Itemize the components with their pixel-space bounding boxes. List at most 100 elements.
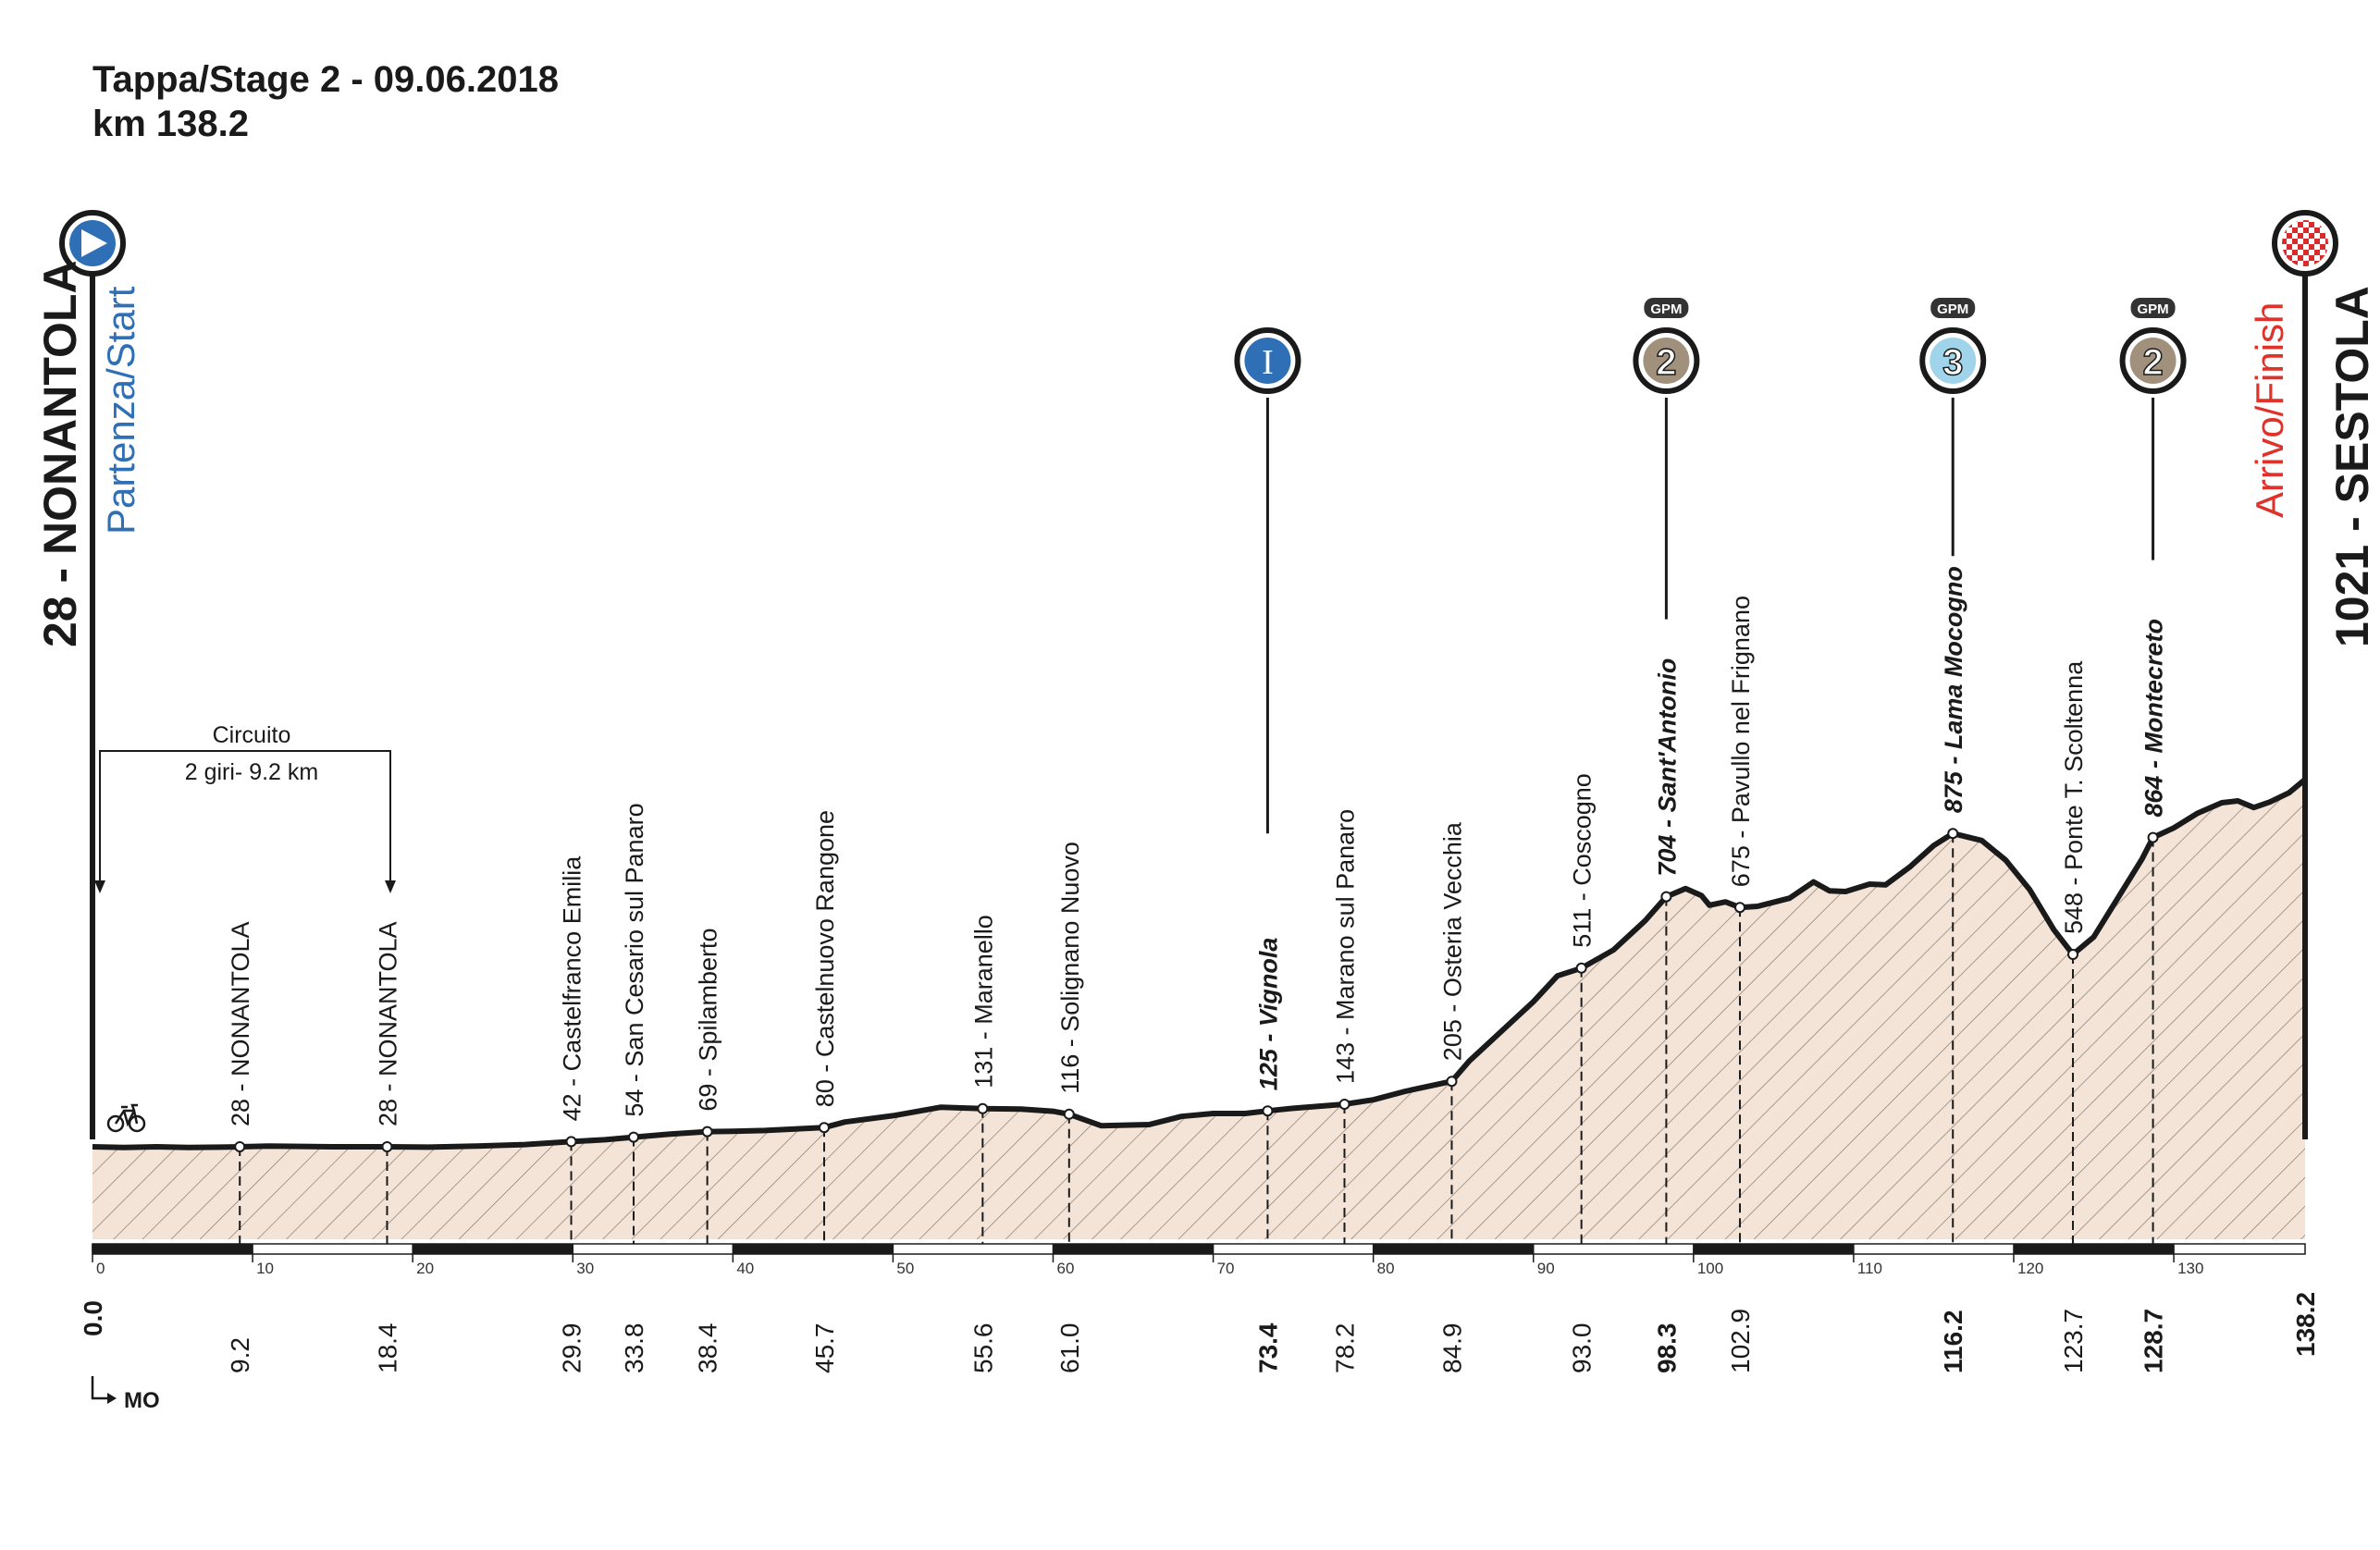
- gpm-climb-badge: GPM 3: [1919, 298, 1987, 394]
- waypoint-label: 116 - Solignano Nuovo: [1056, 842, 1084, 1094]
- km-bar-segment: [2013, 1244, 2175, 1254]
- gpm-tag-text: GPM: [1937, 301, 1968, 317]
- gpm-tag-icon: [1930, 298, 1976, 318]
- stage-distance: km 138.2: [92, 104, 250, 144]
- waypoint-label: 28 - NONANTOLA: [374, 921, 401, 1126]
- waypoint-km-label: 98.3: [1652, 1323, 1681, 1374]
- waypoint-label: 80 - Castelnuovo Rangone: [811, 810, 839, 1107]
- start-km-label: 0.0: [79, 1300, 107, 1336]
- waypoint-km-label: 55.6: [968, 1323, 997, 1374]
- province-code: MO: [124, 1388, 160, 1413]
- start-town-name: 28 - NONANTOLA: [34, 260, 86, 647]
- waypoint-label: 548 - Ponte T. Scoltenna: [2060, 660, 2088, 934]
- waypoint-dot: [1660, 891, 1672, 903]
- stage-heading: Tappa/Stage 2 - 09.06.2018: [92, 59, 559, 100]
- km-tick-label: 0: [96, 1260, 105, 1277]
- profile-area-hatch: [92, 779, 2305, 1239]
- intermediate-sprint-badge: I: [1234, 327, 1301, 394]
- gpm-category-number: 2: [1656, 342, 1676, 383]
- waypoint-label: 42 - Castelfranco Emilia: [559, 855, 586, 1122]
- km-bar-segment: [1693, 1244, 1854, 1254]
- waypoint-km-label: 29.9: [558, 1323, 586, 1374]
- waypoint-label: 28 - NONANTOLA: [227, 921, 254, 1126]
- waypoint-km-label: 18.4: [373, 1323, 401, 1374]
- finish-checkered-flag-icon: [2282, 220, 2328, 266]
- waypoint-dot: [1575, 962, 1587, 974]
- km-tick-label: 80: [1377, 1260, 1395, 1277]
- waypoint-label: 54 - San Cesario sul Panaro: [621, 803, 648, 1116]
- waypoint-label: 511 - Coscogno: [1569, 773, 1597, 948]
- gpm-tag-icon: [1644, 298, 1689, 318]
- waypoint-dot: [628, 1131, 640, 1143]
- sprint-symbol: I: [1262, 343, 1274, 382]
- waypoint-km-label: 33.8: [620, 1323, 648, 1374]
- gpm-climb-badge: GPM 2: [1633, 298, 1700, 394]
- waypoint-km-label: 45.7: [810, 1323, 839, 1374]
- waypoint-label: 864 - Montecreto: [2140, 619, 2168, 818]
- waypoint-km-label: 123.7: [2059, 1309, 2088, 1373]
- waypoint-km-label: 84.9: [1437, 1323, 1466, 1374]
- waypoint-dot: [1734, 902, 1746, 914]
- gpm-category-number: 2: [2142, 342, 2163, 383]
- gpm-tag-text: GPM: [1650, 301, 1682, 317]
- km-tick-label: 120: [2017, 1260, 2043, 1277]
- waypoint-dot: [701, 1126, 713, 1138]
- waypoint-km-label: 73.4: [1253, 1322, 1282, 1373]
- gpm-tag-icon: [2130, 298, 2176, 318]
- waypoint-label: 675 - Pavullo nel Frignano: [1727, 596, 1755, 887]
- km-tick-label: 90: [1537, 1260, 1555, 1277]
- km-tick-label: 100: [1697, 1260, 1723, 1277]
- waypoint-km-label: 9.2: [226, 1337, 254, 1373]
- km-tick-label: 30: [576, 1260, 594, 1277]
- waypoint-km-label: 61.0: [1055, 1323, 1084, 1374]
- waypoint-label: 704 - Sant'Antonio: [1653, 658, 1681, 877]
- stage-title-block: Tappa/Stage 2 - 09.06.2018 km 138.2: [92, 57, 559, 146]
- km-tick-label: 50: [896, 1260, 914, 1277]
- waypoint-km-label: 78.2: [1331, 1323, 1360, 1374]
- waypoint-dot: [1446, 1076, 1458, 1088]
- km-scale-ticks: 0 10 20 30 40 50 60 70 80 90 100 110 120 130: [92, 1244, 2203, 1277]
- km-bar-segment: [733, 1244, 894, 1254]
- km-tick-label: 20: [416, 1260, 434, 1277]
- waypoint-dot: [1262, 1105, 1274, 1117]
- waypoint-label: 131 - Maranello: [969, 915, 997, 1089]
- waypoint-dot: [565, 1136, 577, 1148]
- km-bar-segment: [413, 1244, 573, 1254]
- gpm-category-number: 3: [1942, 342, 1963, 383]
- waypoint-km-label: 128.7: [2140, 1309, 2168, 1373]
- km-bar-segment: [1373, 1244, 1534, 1254]
- waypoint-dot: [977, 1102, 989, 1114]
- province-marker: MO: [91, 1376, 160, 1413]
- finish-km-label: 138.2: [2291, 1292, 2320, 1357]
- gpm-category-icon: [1930, 338, 1977, 384]
- waypoint-label: 875 - Lama Mocogno: [1940, 566, 1967, 813]
- km-tick-label: 60: [1056, 1260, 1074, 1277]
- waypoint-label: 205 - Osteria Vecchia: [1438, 821, 1466, 1061]
- start-play-icon: [81, 229, 107, 257]
- waypoint-dot: [234, 1141, 246, 1152]
- circuit-annotation: Circuito 2 giri- 9.2 km: [94, 722, 396, 893]
- waypoint-dot: [2147, 831, 2159, 843]
- waypoint-km-label: 102.9: [1726, 1309, 1755, 1373]
- finish-subtitle: Arrivo/Finish: [2248, 302, 2291, 518]
- km-bar-segment: [1053, 1244, 1214, 1254]
- km-tick-label: 110: [1857, 1260, 1882, 1277]
- km-tick-label: 10: [256, 1260, 274, 1277]
- waypoint-km-label: 38.4: [694, 1323, 722, 1374]
- gpm-category-icon: [2129, 338, 2177, 384]
- km-scale-bar: [92, 1243, 2306, 1255]
- waypoint-dot: [2067, 949, 2079, 960]
- waypoint-km-label: 93.0: [1568, 1323, 1597, 1374]
- waypoint-label: 69 - Spilamberto: [695, 928, 722, 1111]
- waypoint-dot: [381, 1141, 393, 1152]
- waypoint-dot: [1063, 1108, 1075, 1120]
- start-subtitle: Partenza/Start: [99, 286, 142, 535]
- waypoint-label: 143 - Marano sul Panaro: [1332, 809, 1360, 1084]
- waypoint-dot: [1338, 1099, 1350, 1110]
- waypoint-label: 125 - Vignola: [1254, 938, 1282, 1091]
- gpm-tag-text: GPM: [2137, 301, 2168, 317]
- sprint-icon: [1244, 338, 1291, 384]
- waypoint-dot: [818, 1122, 830, 1134]
- km-tick-label: 130: [2177, 1260, 2203, 1277]
